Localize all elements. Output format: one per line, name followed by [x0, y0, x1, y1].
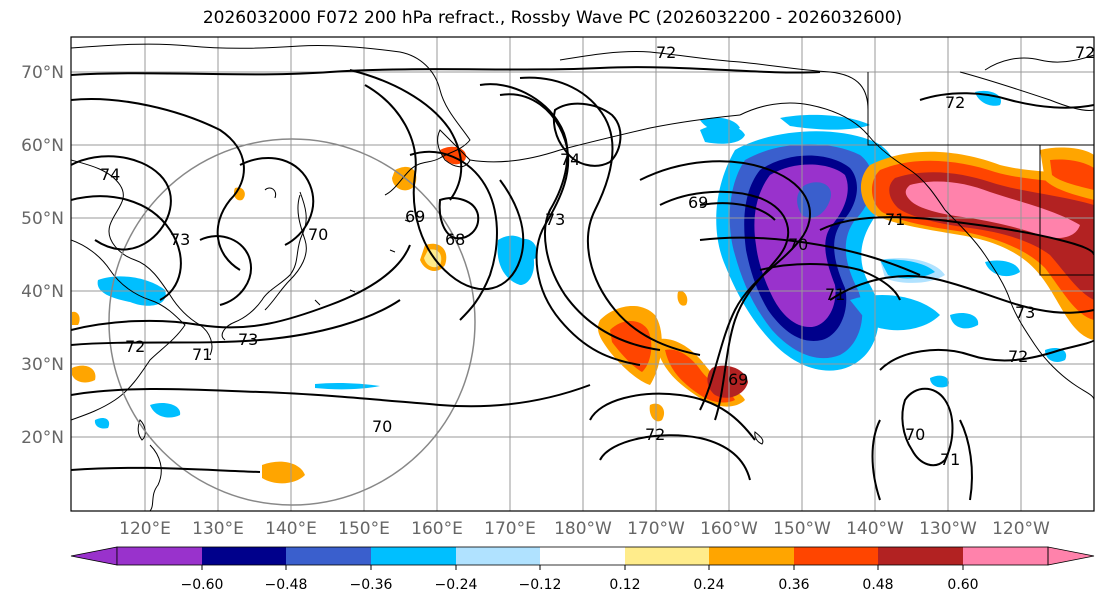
lon-label: 140°W	[846, 519, 904, 539]
latitude-labels: 70°N 60°N 50°N 40°N 30°N 20°N	[21, 63, 64, 448]
colorbar-swatch	[625, 547, 709, 565]
contour-label: 71	[825, 285, 845, 304]
coastlines	[71, 43, 1094, 511]
contour-label: 69	[405, 207, 425, 226]
contour-label: 73	[238, 330, 258, 349]
lon-label: 160°E	[411, 519, 463, 539]
colorbar-swatch	[117, 547, 202, 565]
contour-label: 68	[445, 230, 465, 249]
colorbar-tick-label: −0.48	[265, 577, 308, 593]
colorbar-tick-label: −0.60	[181, 577, 224, 593]
lat-label: 20°N	[21, 428, 64, 448]
contour-label: 72	[645, 425, 665, 444]
contour-label: 70	[788, 235, 808, 254]
colorbar-swatch	[456, 547, 540, 565]
colorbar-swatch	[202, 547, 286, 565]
lon-label: 180°W	[554, 519, 612, 539]
lon-label: 140°E	[265, 519, 317, 539]
contour-label: 70	[372, 417, 392, 436]
colorbar-tick-label: 0.60	[947, 577, 978, 593]
contour-label: 73	[1015, 303, 1035, 322]
colorbar-tick-label: −0.36	[350, 577, 393, 593]
colorbar: −0.60 −0.48 −0.36 −0.24 −0.12 0.12 0.24 …	[70, 546, 1095, 593]
lon-label: 150°W	[773, 519, 831, 539]
colorbar-tick-label: 0.12	[609, 577, 640, 593]
contour-label: 71	[192, 345, 212, 364]
contour-label: 72	[656, 43, 676, 62]
lat-label: 50°N	[21, 209, 64, 229]
colorbar-frame	[116, 546, 1049, 566]
contour-label: 74	[100, 165, 120, 184]
contour-label: 72	[125, 337, 145, 356]
colorbar-min-arrow	[70, 546, 118, 566]
contour-label: 72	[1008, 347, 1028, 366]
lat-label: 30°N	[21, 355, 64, 375]
colorbar-swatch	[709, 547, 794, 565]
colorbar-ticks	[201, 565, 964, 570]
lon-label: 170°E	[484, 519, 536, 539]
rossby-wave-pc-shading	[72, 90, 1094, 484]
colorbar-max-arrow	[1047, 546, 1095, 566]
colorbar-tick-label: −0.24	[435, 577, 478, 593]
colorbar-swatch	[794, 547, 878, 565]
colorbar-tick-label: 0.48	[862, 577, 893, 593]
colorbar-swatch	[540, 547, 625, 565]
contour-label: 73	[545, 210, 565, 229]
colorbar-tick-label: 0.24	[693, 577, 724, 593]
projection-circle	[108, 138, 476, 506]
contour-labels: 72 74 73 70 69 68 73 74 72 71 70 69 69 7…	[100, 43, 1095, 469]
lat-label: 40°N	[21, 282, 64, 302]
lat-label: 60°N	[21, 136, 64, 156]
lon-label: 170°W	[627, 519, 685, 539]
refractivity-contours	[71, 66, 1094, 501]
map-border	[70, 36, 1095, 512]
lon-label: 120°E	[119, 519, 171, 539]
contour-label: 70	[905, 425, 925, 444]
contour-label: 69	[728, 370, 748, 389]
colorbar-swatch	[286, 547, 371, 565]
lon-label: 130°E	[192, 519, 244, 539]
lon-label: 150°E	[338, 519, 390, 539]
contour-label: 71	[940, 450, 960, 469]
colorbar-swatch	[371, 547, 456, 565]
lon-label: 130°W	[919, 519, 977, 539]
lon-label: 120°W	[992, 519, 1050, 539]
lat-label: 70°N	[21, 63, 64, 83]
contour-label: 72	[945, 93, 965, 112]
contour-label: 73	[170, 230, 190, 249]
colorbar-swatch	[963, 547, 1048, 565]
contour-label: 69	[688, 193, 708, 212]
colorbar-swatch	[878, 547, 963, 565]
lon-label: 160°W	[700, 519, 758, 539]
contour-label: 72	[1075, 43, 1095, 62]
map-title: 2026032000 F072 200 hPa refract., Rossby…	[202, 8, 903, 28]
contour-label: 71	[885, 210, 905, 229]
contour-label: 74	[560, 150, 580, 169]
colorbar-tick-label: −0.12	[519, 577, 562, 593]
contour-label: 70	[308, 225, 328, 244]
longitude-labels: 120°E 130°E 140°E 150°E 160°E 170°E 180°…	[119, 519, 1050, 539]
colorbar-tick-label: 0.36	[778, 577, 809, 593]
